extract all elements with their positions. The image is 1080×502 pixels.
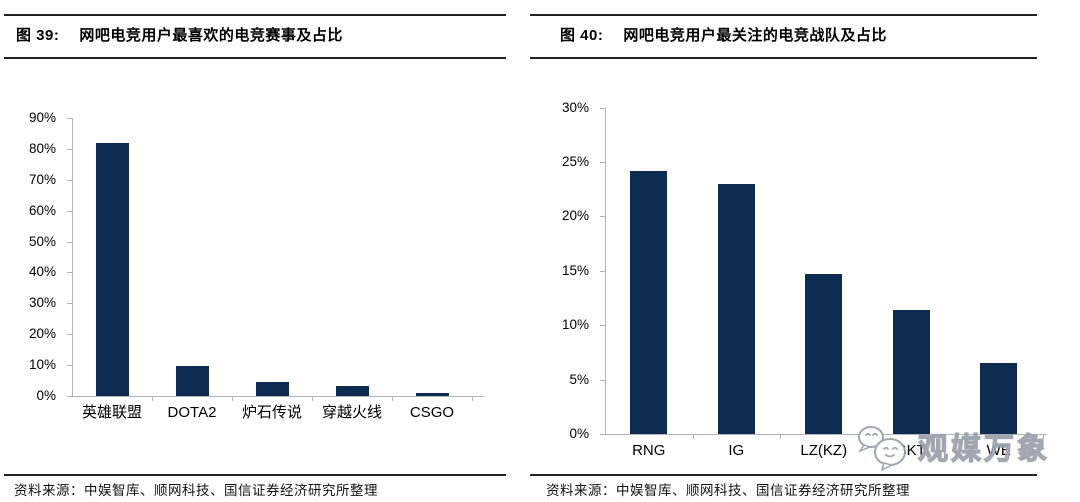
x-category-label: WE (986, 442, 1011, 459)
y-tick-label: 30% (561, 99, 589, 115)
y-tick-label: 30% (28, 295, 56, 311)
watermark-text: 观媒万象 (917, 432, 1050, 466)
bar (630, 170, 668, 434)
x-tick (955, 434, 956, 439)
x-category-label: IG (728, 442, 745, 459)
divider-line (4, 474, 506, 476)
figure-number: 图 39: (16, 27, 60, 44)
bar-chart-favorite-events: 0% 10% 20% 30% 40% 50% 60% 70% 80% 90% 英雄联盟 DOTA2 炉石… (4, 0, 506, 502)
x-category-label: 穿越火线 (321, 404, 382, 421)
divider-line (4, 57, 506, 59)
y-tick (67, 365, 72, 367)
y-axis (72, 118, 73, 396)
y-tick-label: 50% (28, 233, 56, 249)
figure-title: 图 39: 网吧电竞用户最喜欢的电竞赛事及占比 (16, 24, 343, 45)
bar (175, 365, 209, 396)
y-tick (67, 148, 72, 150)
figure-number: 图 40: (560, 27, 604, 44)
y-tick-label: 90% (28, 110, 56, 125)
bar (415, 392, 449, 396)
y-tick-label: 25% (561, 153, 589, 169)
bar (717, 183, 755, 434)
bar (805, 274, 843, 434)
x-tick (1042, 434, 1044, 439)
x-tick (472, 396, 473, 401)
divider-line (4, 14, 506, 16)
y-tick (67, 241, 72, 243)
y-tick (67, 272, 72, 274)
x-tick (312, 396, 313, 401)
figure-title-text: 网吧电竞用户最喜欢的电竞赛事及占比 (79, 27, 343, 44)
figure-39-panel: 图 39: 网吧电竞用户最喜欢的电竞赛事及占比 0% 10% 20% 30% 40% 50… (4, 0, 506, 502)
y-tick (600, 325, 605, 327)
y-tick-label: 10% (561, 317, 589, 333)
x-tick (232, 396, 233, 401)
figure-40-panel: 图 40: 网吧电竞用户最关注的电竞战队及占比 0% 5% 10% 15% 20% 25%… (530, 0, 1047, 502)
y-tick-label: 60% (28, 202, 56, 218)
y-tick (600, 161, 605, 163)
y-tick-label: 10% (28, 357, 56, 373)
y-tick (600, 107, 605, 109)
x-category-label: CSGO (409, 404, 455, 421)
y-tick (67, 210, 72, 212)
x-category-label: LZ(KZ) (800, 442, 848, 459)
x-tick (780, 434, 781, 439)
source-note: 资料来源：中娱智库、顺网科技、国信证券经济研究所整理 (546, 483, 910, 498)
y-tick (600, 379, 605, 381)
x-category-label: 英雄联盟 (81, 404, 142, 421)
y-tick (600, 434, 605, 435)
source-note: 资料来源：中娱智库、顺网科技、国信证券经济研究所整理 (14, 483, 378, 498)
x-axis (72, 396, 484, 397)
y-tick (67, 179, 72, 181)
watermark: 观媒万象 (856, 421, 1050, 471)
y-tick-label: 20% (28, 326, 56, 342)
figure-title-text: 网吧电竞用户最关注的电竞战队及占比 (623, 27, 887, 44)
y-tick (600, 216, 605, 218)
x-tick (152, 396, 153, 401)
y-tick (67, 396, 72, 397)
x-tick (392, 396, 393, 401)
x-tick (692, 434, 694, 439)
y-tick (67, 118, 72, 119)
bar-chart-followed-teams: 0% 5% 10% 15% 20% 25% 30% RNG IG LZ(KZ) SKT WE (530, 0, 1047, 502)
x-category-label: 炉石传说 (241, 404, 302, 421)
y-tick-label: 20% (561, 208, 589, 224)
y-tick (600, 270, 605, 272)
wechat-chat-bubbles-icon (858, 426, 906, 471)
y-tick-label: 0% (569, 426, 589, 441)
divider-line (530, 57, 1037, 59)
bar (335, 386, 369, 396)
y-tick-label: 70% (28, 171, 56, 187)
y-tick-label: 80% (28, 140, 56, 156)
figure-title: 图 40: 网吧电竞用户最关注的电竞战队及占比 (560, 24, 887, 45)
y-tick-label: 15% (561, 262, 589, 278)
y-tick (67, 303, 72, 305)
x-category-label: RNG (632, 442, 666, 459)
x-axis (605, 434, 1047, 435)
y-tick (67, 334, 72, 336)
bar (892, 309, 930, 434)
y-tick-label: 5% (569, 371, 589, 387)
y-tick-label: 40% (28, 264, 56, 280)
x-category-label: DOTA2 (167, 404, 217, 421)
divider-line (530, 474, 1037, 476)
bar (255, 381, 289, 396)
y-axis (605, 107, 606, 434)
y-tick-label: 0% (36, 388, 56, 403)
bar (95, 142, 129, 396)
divider-line (530, 14, 1037, 16)
bar (980, 363, 1018, 434)
